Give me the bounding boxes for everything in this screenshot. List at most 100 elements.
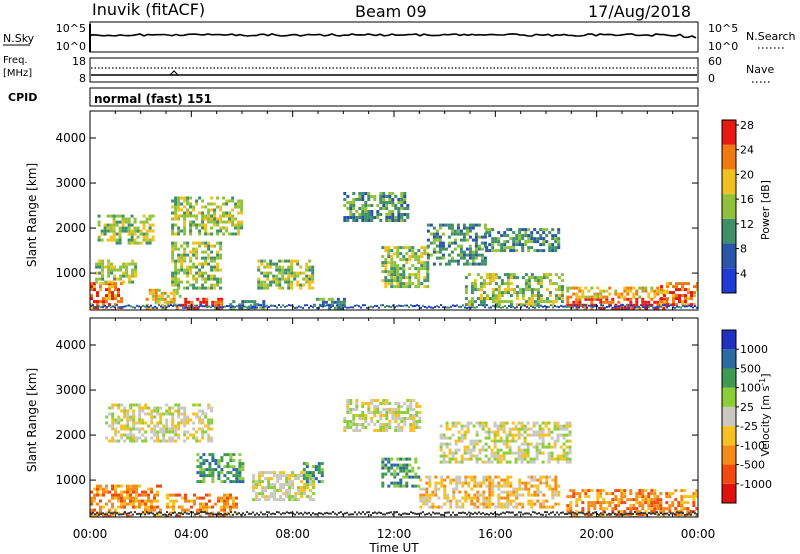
heatmap-cell bbox=[482, 478, 486, 482]
ground-scatter-cell bbox=[420, 512, 422, 515]
heatmap-cell bbox=[394, 417, 398, 420]
heatmap-cell bbox=[141, 499, 144, 503]
heatmap-cell bbox=[111, 487, 114, 491]
ground-scatter-cell bbox=[392, 513, 394, 516]
ground-scatter-cell bbox=[418, 512, 420, 515]
heatmap-cell bbox=[417, 475, 421, 479]
heatmap-cell bbox=[506, 276, 510, 280]
heatmap-cell bbox=[110, 271, 114, 275]
ground-scatter-cell bbox=[330, 512, 332, 515]
ground-scatter-cell bbox=[282, 512, 284, 515]
heatmap-cell bbox=[201, 427, 205, 431]
heatmap-cell bbox=[541, 433, 545, 437]
heatmap-cell bbox=[96, 300, 99, 304]
heatmap-cell bbox=[638, 295, 642, 299]
heatmap-cell bbox=[168, 436, 172, 440]
heatmap-cell bbox=[120, 427, 124, 431]
heatmap-cell bbox=[402, 273, 406, 277]
heatmap-cell bbox=[260, 286, 264, 290]
ground-scatter-cell bbox=[250, 304, 252, 307]
heatmap-cell bbox=[400, 198, 404, 201]
heatmap-cell bbox=[485, 478, 489, 482]
ground-scatter-cell bbox=[168, 305, 170, 308]
heatmap-cell bbox=[578, 498, 582, 502]
heatmap-cell bbox=[305, 480, 309, 484]
heatmap-cell bbox=[117, 421, 121, 425]
heatmap-cell bbox=[156, 421, 160, 425]
heatmap-cell bbox=[469, 442, 473, 446]
heatmap-cell bbox=[235, 471, 239, 475]
heatmap-cell bbox=[214, 462, 218, 466]
heatmap-cell bbox=[317, 480, 321, 484]
colorbar-tick-label: -25 bbox=[740, 420, 758, 433]
ground-scatter-cell bbox=[594, 511, 596, 514]
heatmap-cell bbox=[228, 199, 232, 203]
heatmap-cell bbox=[186, 436, 190, 440]
heatmap-cell bbox=[199, 502, 202, 506]
heatmap-cell bbox=[581, 289, 585, 293]
heatmap-cell bbox=[133, 220, 137, 224]
heatmap-cell bbox=[400, 219, 404, 222]
heatmap-cell bbox=[264, 495, 268, 499]
heatmap-cell bbox=[488, 499, 492, 503]
heatmap-cell bbox=[269, 280, 273, 284]
heatmap-cell bbox=[530, 502, 534, 506]
heatmap-cell bbox=[647, 303, 651, 307]
heatmap-cell bbox=[482, 300, 486, 304]
heatmap-cell bbox=[446, 493, 450, 497]
heatmap-cell bbox=[183, 256, 187, 260]
heatmap-cell bbox=[614, 303, 618, 307]
ground-scatter-cell bbox=[658, 513, 660, 516]
heatmap-cell bbox=[467, 484, 471, 488]
heatmap-cell bbox=[596, 489, 600, 493]
heatmap-cell bbox=[387, 484, 391, 488]
heatmap-cell bbox=[638, 489, 642, 493]
heatmap-cell bbox=[118, 220, 122, 224]
heatmap-cell bbox=[626, 297, 630, 301]
heatmap-cell bbox=[216, 205, 220, 209]
heatmap-cell bbox=[151, 238, 155, 242]
ground-scatter-cell bbox=[488, 306, 490, 309]
heatmap-cell bbox=[311, 277, 315, 281]
heatmap-cell bbox=[517, 436, 521, 440]
heatmap-cell bbox=[300, 495, 304, 499]
heatmap-cell bbox=[402, 285, 406, 289]
heatmap-cell bbox=[387, 252, 391, 256]
heatmap-cell bbox=[166, 502, 169, 506]
ground-scatter-cell bbox=[104, 513, 106, 516]
heatmap-cell bbox=[666, 297, 669, 301]
heatmap-cell bbox=[130, 235, 134, 239]
heatmap-cell bbox=[548, 294, 552, 298]
heatmap-cell bbox=[405, 475, 409, 479]
heatmap-cell bbox=[520, 460, 524, 464]
ground-scatter-cell bbox=[210, 512, 212, 515]
heatmap-cell bbox=[184, 499, 187, 503]
heatmap-cell bbox=[506, 279, 510, 283]
heatmap-cell bbox=[550, 457, 554, 461]
heatmap-cell bbox=[388, 408, 392, 411]
heatmap-cell bbox=[647, 495, 651, 499]
heatmap-cell bbox=[103, 223, 107, 227]
heatmap-cell bbox=[226, 502, 229, 506]
heatmap-cell bbox=[174, 439, 178, 443]
heatmap-cell bbox=[207, 232, 211, 236]
heatmap-cell bbox=[493, 433, 497, 437]
heatmap-cell bbox=[454, 439, 458, 443]
heatmap-cell bbox=[387, 246, 391, 250]
heatmap-cell bbox=[560, 291, 564, 295]
heatmap-cell bbox=[370, 411, 374, 414]
heatmap-cell bbox=[172, 291, 176, 295]
ground-scatter-cell bbox=[540, 304, 542, 307]
heatmap-cell bbox=[432, 247, 436, 251]
heatmap-cell bbox=[384, 258, 388, 262]
heatmap-cell bbox=[195, 286, 199, 290]
heatmap-cell bbox=[385, 201, 389, 204]
heatmap-cell bbox=[451, 421, 455, 425]
heatmap-cell bbox=[198, 268, 202, 272]
heatmap-cell bbox=[659, 492, 663, 496]
heatmap-cell bbox=[201, 214, 205, 218]
heatmap-cell bbox=[668, 510, 672, 514]
heatmap-cell bbox=[542, 240, 546, 244]
colorbar-swatch bbox=[722, 406, 736, 427]
heatmap-cell bbox=[653, 495, 657, 499]
